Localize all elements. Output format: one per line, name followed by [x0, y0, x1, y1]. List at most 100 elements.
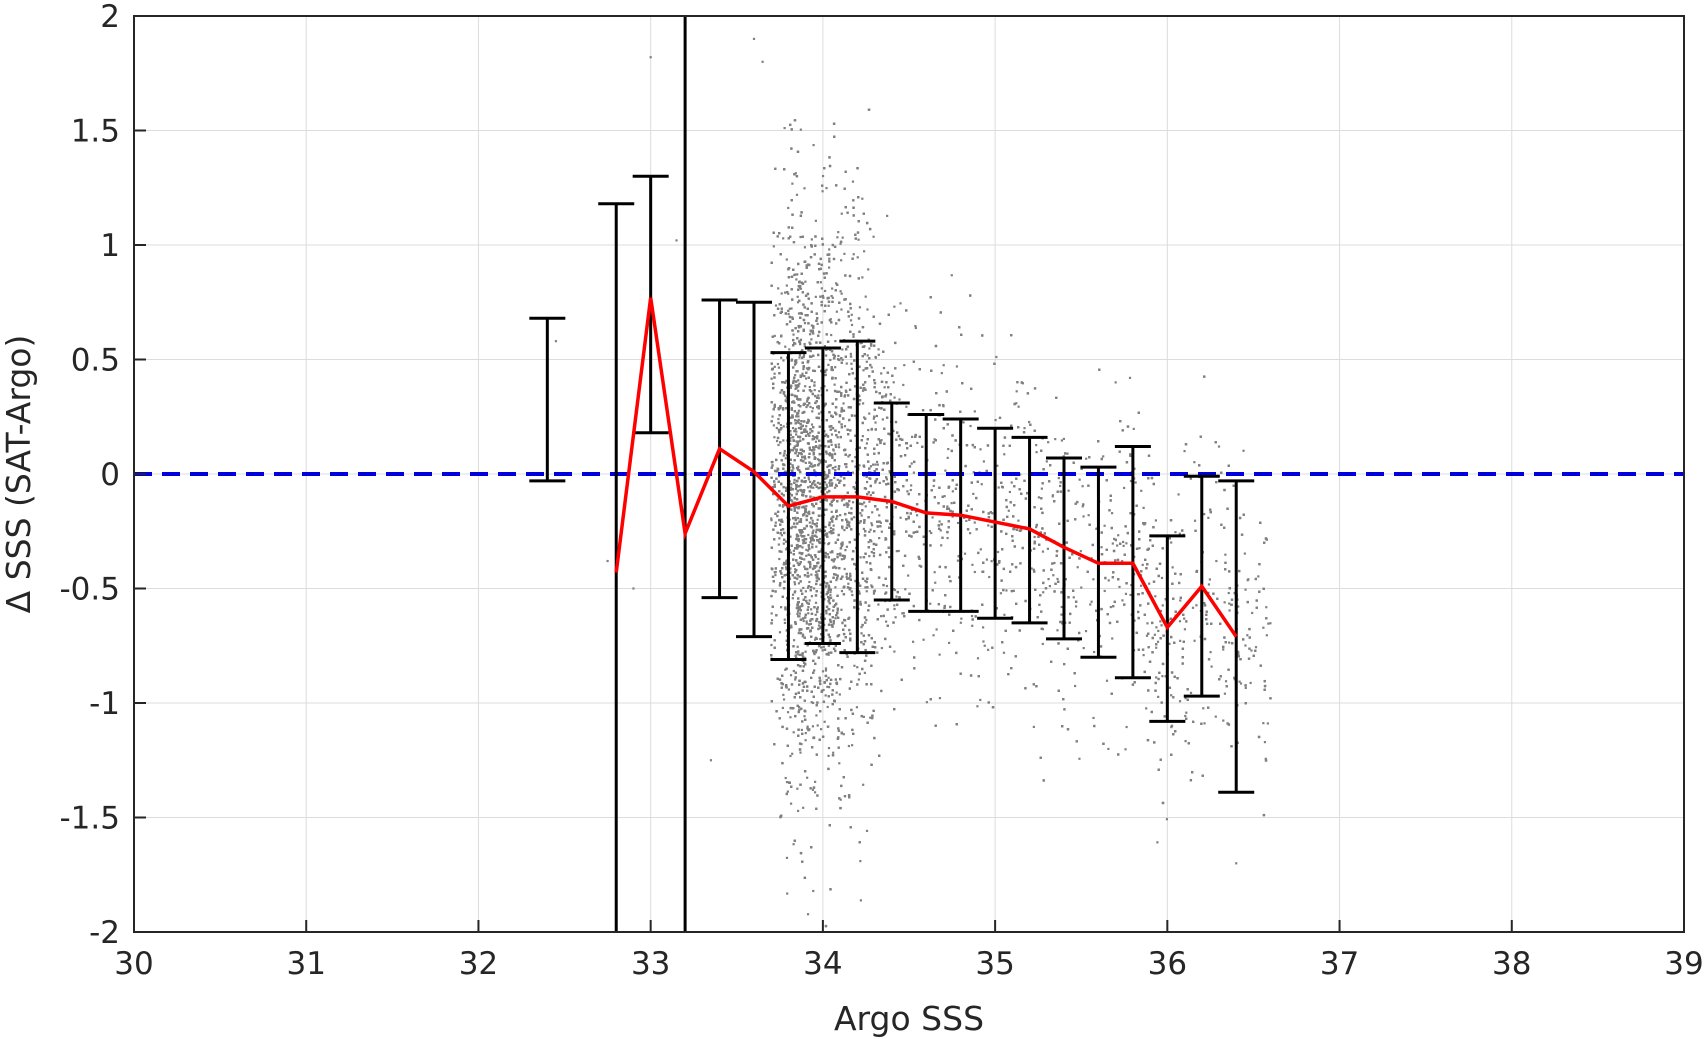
scatter-point: [932, 634, 935, 637]
scatter-point: [822, 645, 825, 648]
scatter-point: [808, 521, 811, 524]
scatter-point: [931, 516, 934, 519]
scatter-point: [869, 528, 872, 531]
scatter-point: [859, 556, 862, 559]
scatter-point: [798, 354, 802, 357]
scatter-point: [805, 620, 808, 623]
scatter-point: [1002, 651, 1006, 654]
scatter-point: [808, 448, 811, 451]
scatter-point: [798, 612, 801, 615]
scatter-point: [817, 645, 821, 648]
scatter-point: [816, 322, 819, 325]
scatter-point: [827, 747, 831, 750]
scatter-point: [819, 627, 822, 630]
scatter-point: [796, 561, 799, 565]
scatter-point: [1171, 566, 1174, 569]
scatter-point: [832, 622, 835, 625]
scatter-point: [830, 443, 833, 446]
scatter-point: [813, 791, 817, 794]
scatter-point: [1041, 642, 1044, 646]
scatter-point: [791, 593, 795, 596]
scatter-point: [971, 563, 974, 566]
scatter-point: [880, 439, 883, 442]
scatter-point: [946, 536, 949, 540]
scatter-point: [804, 461, 807, 465]
scatter-point: [1264, 757, 1267, 760]
scatter-point: [810, 595, 814, 598]
scatter-point: [1111, 637, 1114, 640]
scatter-point: [820, 444, 823, 447]
scatter-point: [796, 440, 800, 443]
scatter-point: [813, 669, 816, 672]
scatter-point: [853, 414, 857, 417]
scatter-point: [774, 521, 777, 524]
scatter-point: [1224, 680, 1228, 683]
scatter-point: [1035, 451, 1038, 454]
scatter-point: [878, 481, 881, 485]
scatter-point: [806, 725, 809, 728]
scatter-point: [848, 453, 851, 457]
scatter-point: [817, 624, 821, 627]
scatter-point: [1066, 452, 1069, 455]
scatter-point: [783, 394, 787, 397]
scatter-point: [795, 278, 798, 281]
scatter-point: [847, 582, 850, 585]
scatter-point: [988, 575, 991, 579]
scatter-point: [827, 676, 830, 679]
scatter-point: [837, 354, 840, 358]
scatter-point: [922, 543, 926, 546]
scatter-point: [777, 429, 781, 432]
scatter-point: [1174, 531, 1177, 534]
scatter-point: [1032, 725, 1035, 729]
scatter-point: [1184, 714, 1187, 718]
scatter-point: [793, 273, 796, 277]
scatter-point: [1209, 651, 1212, 654]
scatter-point: [798, 382, 801, 385]
scatter-point: [933, 571, 936, 574]
scatter-point: [1148, 582, 1151, 585]
scatter-point: [808, 580, 811, 584]
scatter-point: [912, 471, 915, 474]
scatter-point: [797, 582, 801, 585]
scatter-point: [1159, 609, 1163, 613]
scatter-point: [948, 641, 951, 645]
scatter-point: [1107, 747, 1110, 751]
scatter-point: [903, 364, 906, 367]
scatter-point: [793, 445, 796, 448]
scatter-point: [1082, 647, 1085, 650]
scatter-point: [1105, 679, 1109, 682]
scatter-point: [892, 429, 895, 433]
scatter-point: [864, 505, 867, 508]
scatter-point: [909, 488, 912, 492]
scatter-point: [789, 535, 792, 538]
scatter-point: [792, 639, 796, 642]
scatter-point: [788, 307, 791, 310]
scatter-point: [1249, 681, 1252, 685]
scatter-point: [899, 516, 902, 519]
scatter-point: [829, 358, 832, 362]
scatter-point: [1228, 609, 1231, 612]
scatter-point: [834, 465, 837, 468]
scatter-point: [1074, 605, 1078, 608]
scatter-point: [1239, 682, 1243, 685]
scatter-point: [823, 720, 826, 723]
scatter-point: [805, 467, 808, 470]
scatter-point: [959, 621, 962, 624]
scatter-point: [826, 705, 829, 709]
scatter-point: [837, 446, 841, 449]
scatter-point: [1059, 484, 1062, 488]
scatter-point: [1161, 604, 1164, 607]
scatter-point: [828, 453, 831, 456]
scatter-point: [1125, 542, 1128, 545]
scatter-point: [842, 402, 845, 405]
scatter-point: [976, 657, 980, 660]
scatter-point: [1124, 592, 1128, 595]
scatter-point: [840, 212, 843, 215]
scatter-point: [824, 481, 827, 484]
scatter-point: [789, 567, 792, 570]
scatter-point: [827, 266, 831, 269]
scatter-point: [973, 570, 976, 574]
scatter-point: [863, 465, 866, 468]
scatter-point: [1048, 584, 1051, 588]
scatter-point: [865, 480, 869, 484]
